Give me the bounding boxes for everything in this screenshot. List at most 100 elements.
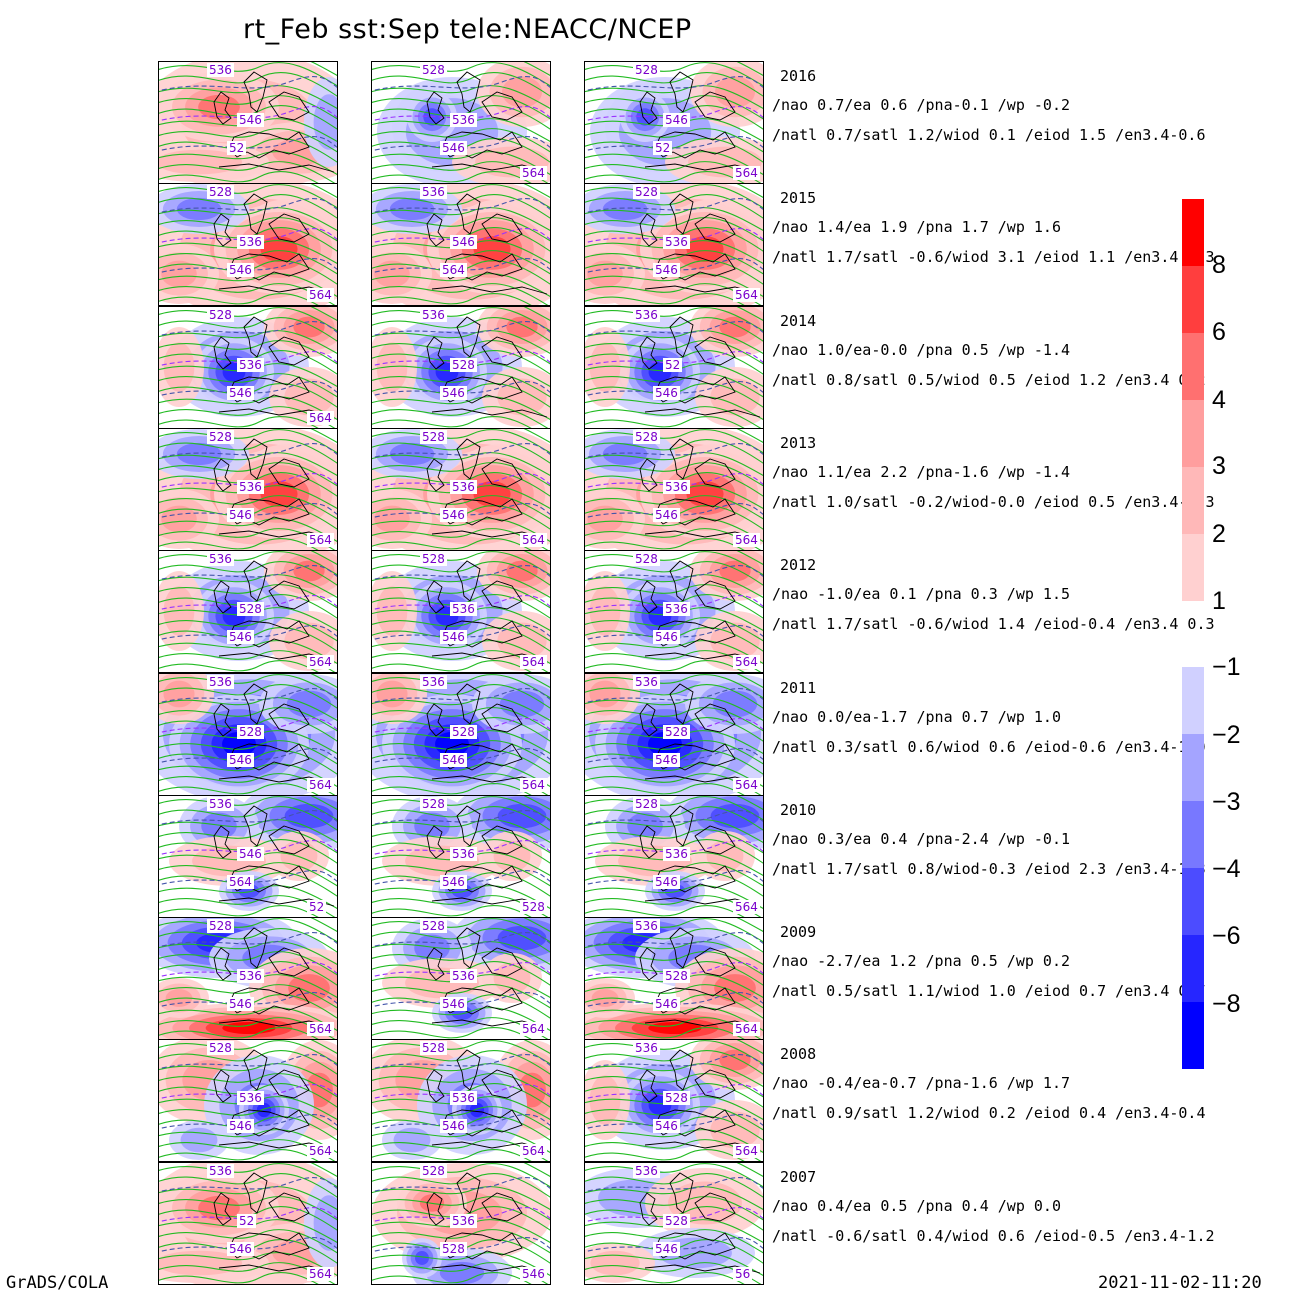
height-contour bbox=[159, 1219, 337, 1244]
contour-label: 536 bbox=[635, 1164, 658, 1178]
warm-anomaly-shade bbox=[473, 236, 511, 262]
height-contour bbox=[585, 829, 763, 854]
height-contour bbox=[585, 293, 745, 305]
height-contour bbox=[585, 561, 763, 586]
contour-label: 564 bbox=[309, 533, 332, 547]
height-contour bbox=[585, 273, 763, 298]
colorbar-label: 1 bbox=[1212, 587, 1226, 615]
contour-label: 564 bbox=[522, 1144, 545, 1158]
dashed-contour bbox=[372, 625, 550, 641]
index-line-atmos: /nao 1.0/ea-0.0 /pna 0.5 /wp -1.4 bbox=[772, 341, 1071, 359]
height-contour bbox=[372, 707, 550, 732]
contour-label: 546 bbox=[442, 997, 465, 1011]
dashed-contour bbox=[372, 1084, 550, 1100]
contour-label: 564 bbox=[735, 778, 758, 792]
contour-label: 564 bbox=[309, 778, 332, 792]
height-contour bbox=[585, 640, 763, 665]
height-contour bbox=[159, 429, 337, 454]
contour-label: 536 bbox=[665, 847, 688, 861]
dashed-contour bbox=[372, 258, 550, 274]
contour-label: 52 bbox=[229, 141, 244, 155]
height-contour bbox=[585, 260, 763, 285]
height-contour bbox=[159, 383, 337, 408]
height-contour bbox=[159, 184, 337, 209]
contour-label: 546 bbox=[239, 847, 262, 861]
height-contour bbox=[523, 796, 550, 811]
height-contour bbox=[585, 452, 763, 477]
dashed-contour bbox=[585, 1084, 763, 1100]
contour-label: 564 bbox=[309, 1267, 332, 1281]
colorbar-label: 2 bbox=[1212, 520, 1226, 548]
coastline bbox=[639, 438, 761, 540]
warm-anomaly-shade bbox=[589, 342, 621, 392]
height-contour bbox=[159, 307, 337, 332]
contour-label: 528 bbox=[209, 1041, 232, 1055]
dashed-contour bbox=[585, 688, 763, 704]
height-contour bbox=[585, 660, 745, 672]
contour-label: 536 bbox=[635, 1041, 658, 1055]
height-contour bbox=[585, 72, 763, 97]
height-contour bbox=[585, 574, 763, 599]
height-contour bbox=[159, 1027, 319, 1039]
height-contour bbox=[159, 330, 337, 355]
height-contour bbox=[585, 363, 763, 388]
warm-anomaly-shade bbox=[163, 586, 195, 636]
height-contour bbox=[159, 138, 337, 163]
height-contour bbox=[372, 1116, 550, 1141]
height-contour bbox=[159, 105, 337, 130]
height-contour bbox=[372, 717, 550, 742]
height-contour bbox=[585, 584, 763, 609]
contour-label: 536 bbox=[209, 63, 232, 77]
height-contour bbox=[585, 717, 763, 742]
year-info: 2011/nao 0.0/ea-1.7 /pna 0.7 /wp 1.0/nat… bbox=[772, 679, 1205, 756]
height-contour bbox=[585, 1063, 763, 1088]
height-contour bbox=[372, 416, 532, 428]
height-contour bbox=[585, 918, 763, 943]
contour-label: 536 bbox=[452, 113, 475, 127]
height-contour bbox=[372, 207, 550, 232]
height-contour bbox=[523, 184, 550, 199]
height-contour bbox=[159, 452, 337, 477]
map-panel: 536 528 546 564 bbox=[158, 673, 338, 796]
coastline bbox=[426, 560, 548, 662]
contour-label: 564 bbox=[229, 875, 252, 889]
height-contour bbox=[372, 293, 532, 305]
contour-label: 528 bbox=[635, 185, 658, 199]
height-contour bbox=[159, 905, 319, 917]
coastline bbox=[213, 193, 335, 295]
height-contour bbox=[159, 796, 337, 821]
height-contour bbox=[736, 307, 763, 322]
height-contour bbox=[585, 462, 763, 487]
height-contour bbox=[159, 1050, 337, 1075]
height-contour bbox=[585, 1173, 763, 1198]
height-contour bbox=[159, 293, 319, 305]
height-contour bbox=[372, 151, 550, 176]
height-contour bbox=[372, 1083, 550, 1108]
contour-label: 528 bbox=[239, 602, 262, 616]
anomaly-map: 536 546 564 bbox=[372, 184, 550, 305]
dashed-contour bbox=[372, 595, 550, 611]
height-contour bbox=[585, 1007, 763, 1032]
height-contour bbox=[159, 1007, 337, 1032]
contour-label: 546 bbox=[442, 141, 465, 155]
contour-label: 528 bbox=[422, 63, 445, 77]
height-contour bbox=[159, 317, 337, 342]
coastline bbox=[426, 805, 548, 907]
coastline bbox=[213, 560, 335, 662]
dashed-contour bbox=[159, 258, 337, 274]
anomaly-map: 528 536 546 564 bbox=[159, 184, 337, 305]
dashed-contour bbox=[372, 718, 550, 734]
height-contour bbox=[159, 697, 337, 722]
contour-label: 52 bbox=[655, 141, 670, 155]
dashed-contour bbox=[585, 136, 763, 152]
height-contour bbox=[372, 1027, 532, 1039]
map-panel: 536 528 546 56 bbox=[584, 1162, 764, 1285]
year-label: 2015 bbox=[780, 189, 817, 207]
contour-label: 546 bbox=[522, 1267, 545, 1281]
dashed-contour bbox=[372, 962, 550, 978]
height-contour bbox=[159, 273, 337, 298]
cold-anomaly-shade bbox=[469, 1102, 485, 1118]
dashed-contour bbox=[159, 228, 337, 244]
year-label: 2008 bbox=[780, 1045, 817, 1063]
height-contour bbox=[372, 260, 550, 285]
